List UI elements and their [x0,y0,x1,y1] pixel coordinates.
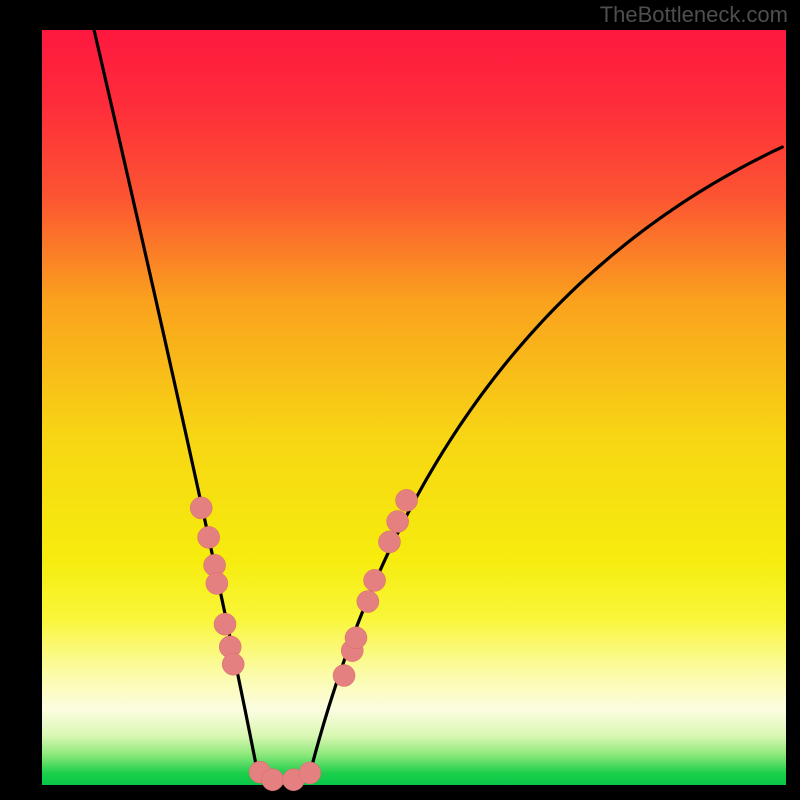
chart-svg [42,30,786,785]
data-marker [396,489,418,511]
data-marker [206,572,228,594]
plot-area [42,30,786,785]
marker-group [190,489,417,790]
data-marker [333,665,355,687]
data-marker [345,627,367,649]
data-marker [198,526,220,548]
data-marker [364,569,386,591]
data-marker [387,511,409,533]
bottleneck-curve [94,30,782,777]
data-marker [378,531,400,553]
data-marker [299,762,321,784]
data-marker [214,613,236,635]
data-marker [357,591,379,613]
data-marker [190,497,212,519]
watermark-text: TheBottleneck.com [600,2,788,28]
data-marker [222,653,244,675]
data-marker [262,769,284,791]
